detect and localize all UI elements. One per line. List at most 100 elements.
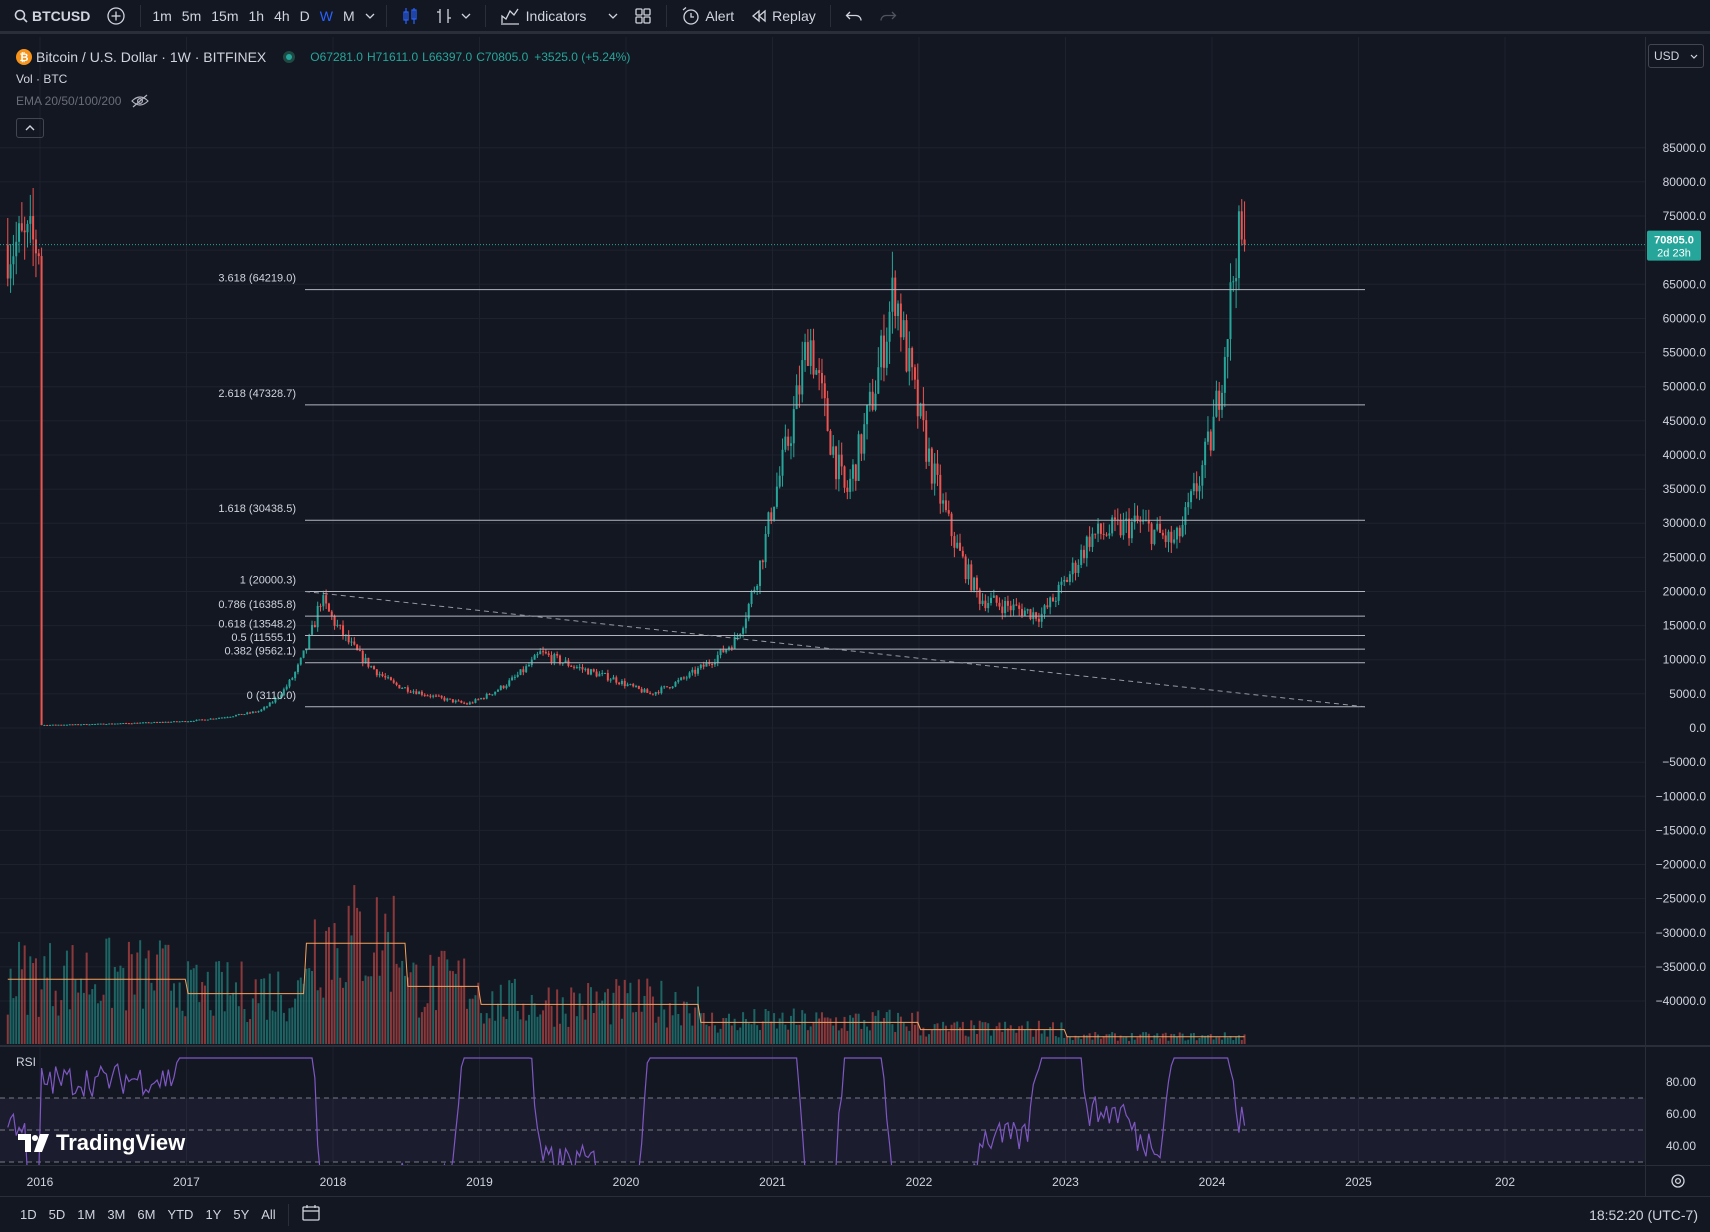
candle <box>1159 523 1162 533</box>
tf-4h[interactable]: 4h <box>274 7 290 24</box>
candle <box>1051 597 1054 602</box>
clock-readout[interactable]: 18:52:20 (UTC-7) <box>1589 1206 1698 1223</box>
volume-bar <box>1184 1040 1187 1044</box>
volume-bar <box>212 1015 215 1044</box>
candle <box>319 605 322 607</box>
volume-bar <box>133 994 136 1044</box>
candle <box>866 405 869 425</box>
candle <box>1204 441 1207 466</box>
indicators-button[interactable]: Indicators <box>492 0 627 33</box>
range-YTD[interactable]: YTD <box>167 1207 194 1222</box>
volume-bar <box>1190 1033 1193 1044</box>
search-icon <box>14 9 28 23</box>
candle <box>296 664 299 673</box>
candle <box>933 463 936 484</box>
redo-button[interactable] <box>871 0 905 33</box>
bar-style-button[interactable] <box>427 0 479 33</box>
chart-type-button[interactable] <box>393 0 427 33</box>
volume-bar <box>604 992 607 1044</box>
candle <box>640 688 643 693</box>
range-1D[interactable]: 1D <box>20 1207 37 1222</box>
tf-W[interactable]: W <box>319 7 333 24</box>
price-tick-label: 35000.0 <box>1663 482 1707 496</box>
candle <box>736 636 739 638</box>
tf-D[interactable]: D <box>299 7 310 24</box>
main-chart[interactable]: 3.618 (64219.0) 2.618 (47328.7) 1.618 (304… <box>0 37 1645 1165</box>
settings-corner[interactable] <box>1645 1165 1710 1196</box>
range-6M[interactable]: 6M <box>137 1207 156 1222</box>
chevron-down-icon <box>1690 54 1698 59</box>
range-5Y[interactable]: 5Y <box>233 1207 250 1222</box>
volume-bar <box>761 1021 764 1044</box>
ohlc-low: L66397.0 <box>422 50 473 64</box>
volume-bar <box>609 1024 612 1044</box>
volume-bar <box>144 958 147 1044</box>
candle <box>158 721 161 723</box>
time-tick-label: 2016 <box>27 1175 54 1189</box>
volume-bar <box>570 987 573 1044</box>
tf-dropdown[interactable] <box>360 0 380 33</box>
vol-legend-row[interactable]: Vol · BTC <box>16 68 630 90</box>
eye-off-icon[interactable] <box>131 94 150 108</box>
tf-15m[interactable]: 15m <box>211 7 239 24</box>
goto-date-button[interactable] <box>295 1204 327 1225</box>
volume-bar <box>406 977 409 1044</box>
volume-bar <box>919 1035 922 1044</box>
volume-bar <box>575 1016 578 1044</box>
alert-button[interactable]: Alert <box>673 0 742 33</box>
volume-bar <box>440 950 443 1044</box>
volume-bar <box>454 973 457 1044</box>
range-5D[interactable]: 5D <box>48 1207 66 1222</box>
range-1M[interactable]: 1M <box>77 1207 96 1222</box>
candle <box>136 722 139 724</box>
tf-M[interactable]: M <box>342 7 355 24</box>
collapse-legend-button[interactable] <box>16 118 44 138</box>
candle <box>153 722 156 724</box>
price-tick-label: −25000.0 <box>1656 892 1707 906</box>
candle <box>1192 483 1195 492</box>
replay-button[interactable]: Replay <box>742 0 824 33</box>
candle <box>1201 465 1204 486</box>
volume-bar <box>423 1006 426 1044</box>
layouts-button[interactable] <box>626 0 660 33</box>
candle <box>54 724 57 726</box>
tf-1m[interactable]: 1m <box>152 7 172 24</box>
price-tick-label: 50000.0 <box>1663 380 1707 394</box>
volume-bar <box>1040 1033 1043 1044</box>
currency-selector[interactable]: USD <box>1648 44 1704 68</box>
range-3M[interactable]: 3M <box>107 1207 126 1222</box>
volume-bar <box>373 952 376 1044</box>
time-axis[interactable]: 2016 2017 2018 2019 2020 2021 2022 2023 2024 2025… <box>0 1165 1645 1197</box>
volume-bar <box>1080 1039 1083 1044</box>
undo-button[interactable] <box>837 0 871 33</box>
compare-button[interactable] <box>98 0 134 33</box>
symbol-legend-row[interactable]: ₿ Bitcoin / U.S. Dollar · 1W · BITFINEX … <box>16 46 630 68</box>
volume-bar <box>911 1012 914 1044</box>
volume-bar <box>550 1005 553 1044</box>
price-axis[interactable]: 85000.0 80000.0 75000.0 65000.0 60000.0 55000… <box>1645 37 1710 1165</box>
volume-bar <box>356 907 359 1044</box>
range-1Y[interactable]: 1Y <box>205 1207 222 1222</box>
candle <box>725 649 728 653</box>
volume-bar <box>1035 1029 1038 1044</box>
candle <box>1009 605 1012 611</box>
candle <box>998 602 1001 607</box>
candle <box>1029 609 1032 620</box>
symbol-search[interactable]: BTCUSD <box>0 0 98 33</box>
candle <box>147 722 150 724</box>
candle <box>651 693 654 695</box>
volume-bar <box>1206 1035 1209 1044</box>
volume-bar <box>322 997 325 1044</box>
candle <box>1057 584 1060 601</box>
fib-label: 0.5 (11555.1) <box>231 632 296 644</box>
volume-bar <box>237 1006 240 1044</box>
ema-legend-row[interactable]: EMA 20/50/100/200 <box>16 90 630 112</box>
range-All[interactable]: All <box>261 1207 276 1222</box>
volume-bar <box>826 1017 829 1044</box>
candle <box>770 512 773 520</box>
volume-bar <box>116 971 119 1044</box>
candle <box>756 585 759 590</box>
candle <box>322 595 325 607</box>
tf-5m[interactable]: 5m <box>181 7 202 24</box>
tf-1h[interactable]: 1h <box>248 7 265 24</box>
